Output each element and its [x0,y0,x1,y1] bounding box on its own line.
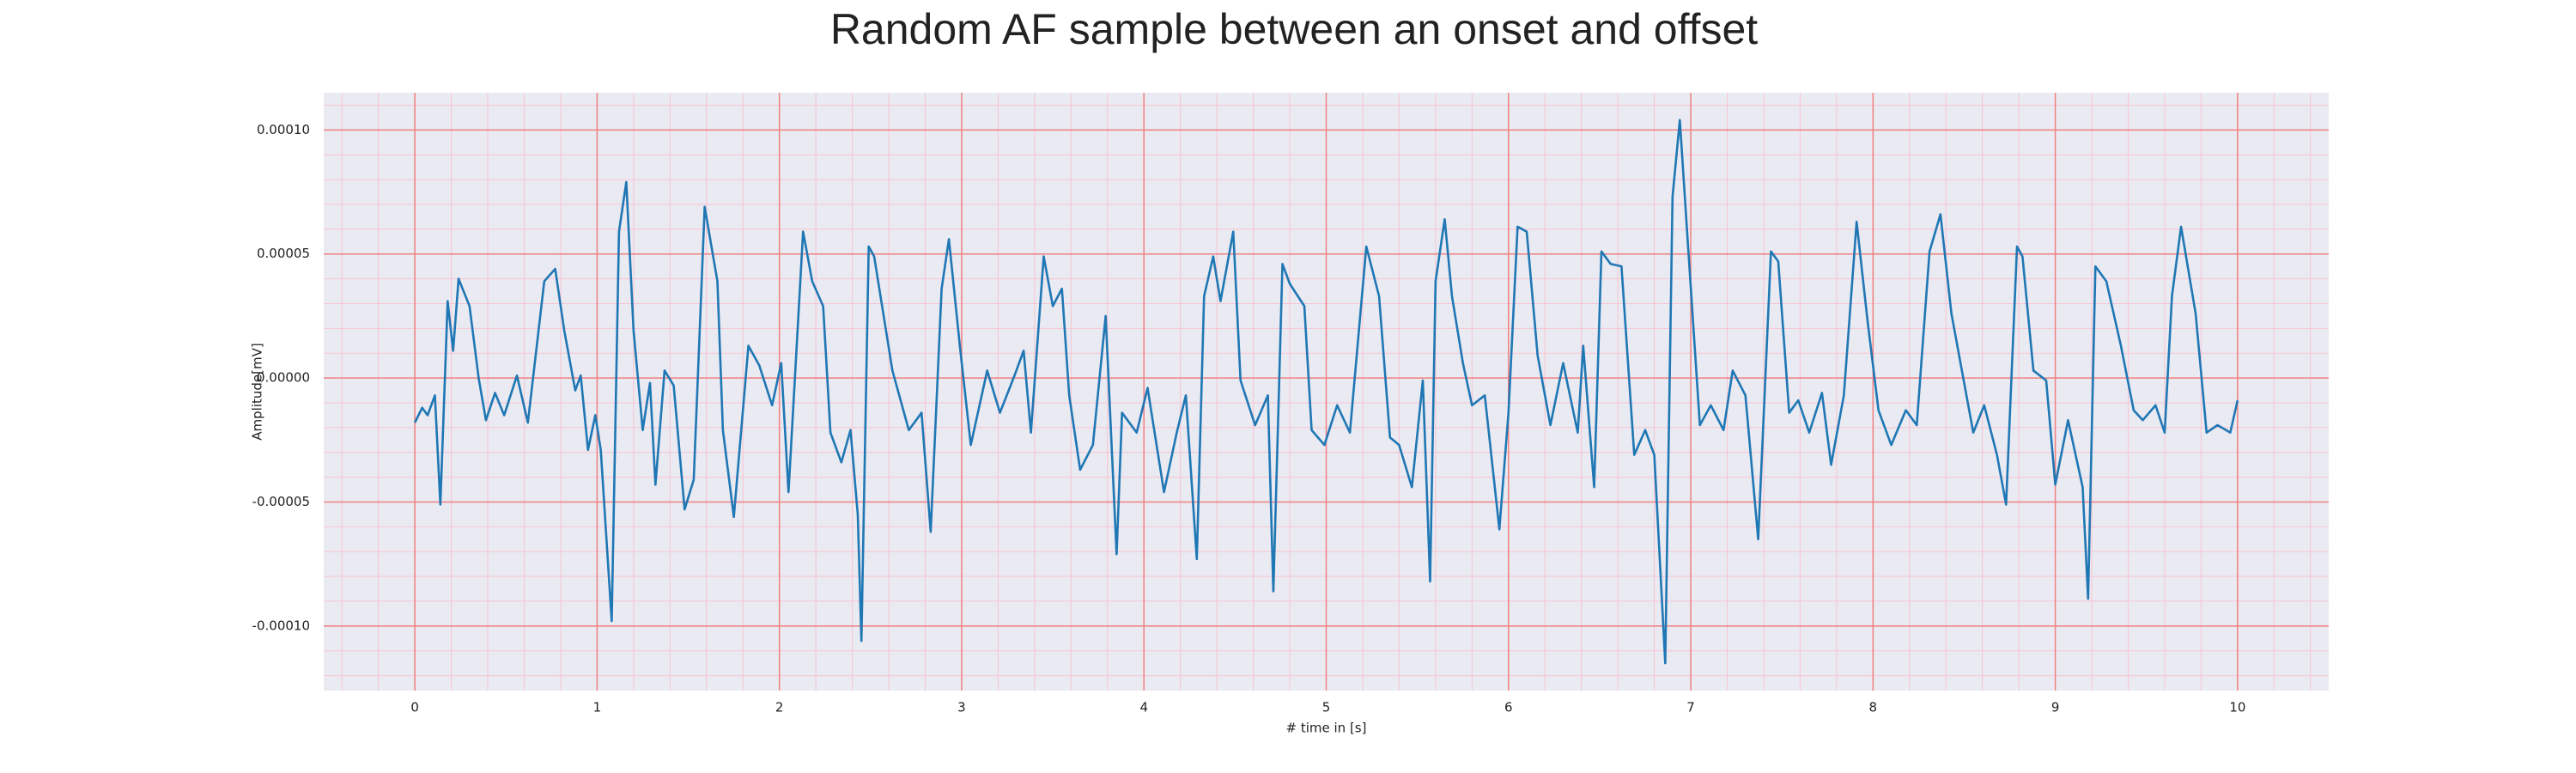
x-tick-label: 6 [1504,700,1513,715]
y-tick-label: -0.00010 [252,618,310,633]
x-tick-label: 0 [410,700,419,715]
x-tick-label: 4 [1139,700,1148,715]
x-tick-label: 1 [593,700,602,715]
signal-line [413,119,2239,665]
x-tick-label: 9 [2051,700,2060,715]
x-tick-label: 8 [1869,700,1878,715]
x-tick-label: 10 [2229,700,2245,715]
x-tick-label: 2 [775,700,784,715]
x-axis-label: # time in [s] [1286,721,1367,736]
chart-title: Random AF sample between an onset and of… [830,5,1758,53]
x-tick-label: 5 [1322,700,1331,715]
y-tick-label: 0.00005 [257,246,310,261]
y-axis-label: Amplitude[mV] [250,343,265,440]
y-tick-label: 0.00010 [257,122,310,137]
y-tick-label: -0.00005 [252,494,310,509]
y-tick-label: 0.00000 [257,370,310,386]
x-tick-label: 7 [1686,700,1695,715]
x-tick-label: 3 [957,700,966,715]
